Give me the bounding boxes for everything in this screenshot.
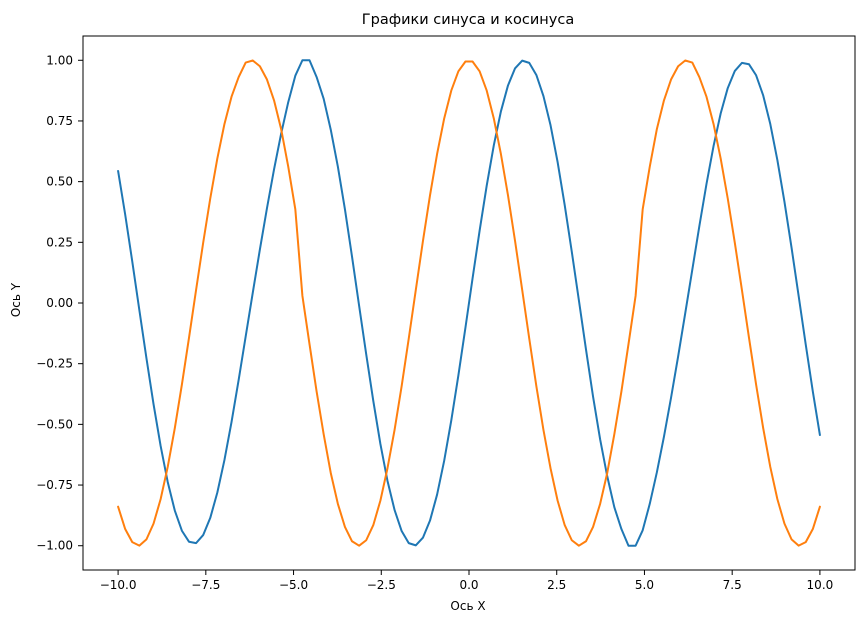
x-axis-ticks: −10.0 −7.5 −5.0 −2.5 0.0 2.5 5.0 7.5 10.0 [100,570,834,592]
x-tick-label: 7.5 [723,578,742,592]
y-tick-label: −0.50 [36,417,73,431]
x-tick-label: 5.0 [635,578,654,592]
chart-title: Графики синуса и косинуса [362,12,574,28]
y-tick-label: −0.25 [36,357,73,371]
x-tick-label: −10.0 [100,578,137,592]
y-tick-label: −1.00 [36,539,73,553]
y-tick-label: 0.75 [46,114,73,128]
x-tick-label: 10.0 [807,578,834,592]
x-tick-label: 0.0 [459,578,478,592]
y-tick-label: 0.00 [46,296,73,310]
y-axis-ticks: −1.00 −0.75 −0.50 −0.25 0.00 0.25 0.50 0.75 1.00 [36,53,83,553]
series-line-sine [117,59,821,547]
x-tick-label: −2.5 [367,578,396,592]
y-tick-label: 0.25 [46,235,73,249]
y-axis-label: Ось Y [9,282,23,317]
x-tick-label: −5.0 [279,578,308,592]
y-tick-label: 0.50 [46,175,73,189]
y-tick-label: 1.00 [46,53,73,67]
series-line-cosine [117,59,821,547]
y-tick-label: −0.75 [36,478,73,492]
x-tick-label: 2.5 [547,578,566,592]
x-axis-label: Ось X [450,599,485,613]
x-tick-label: −7.5 [191,578,220,592]
